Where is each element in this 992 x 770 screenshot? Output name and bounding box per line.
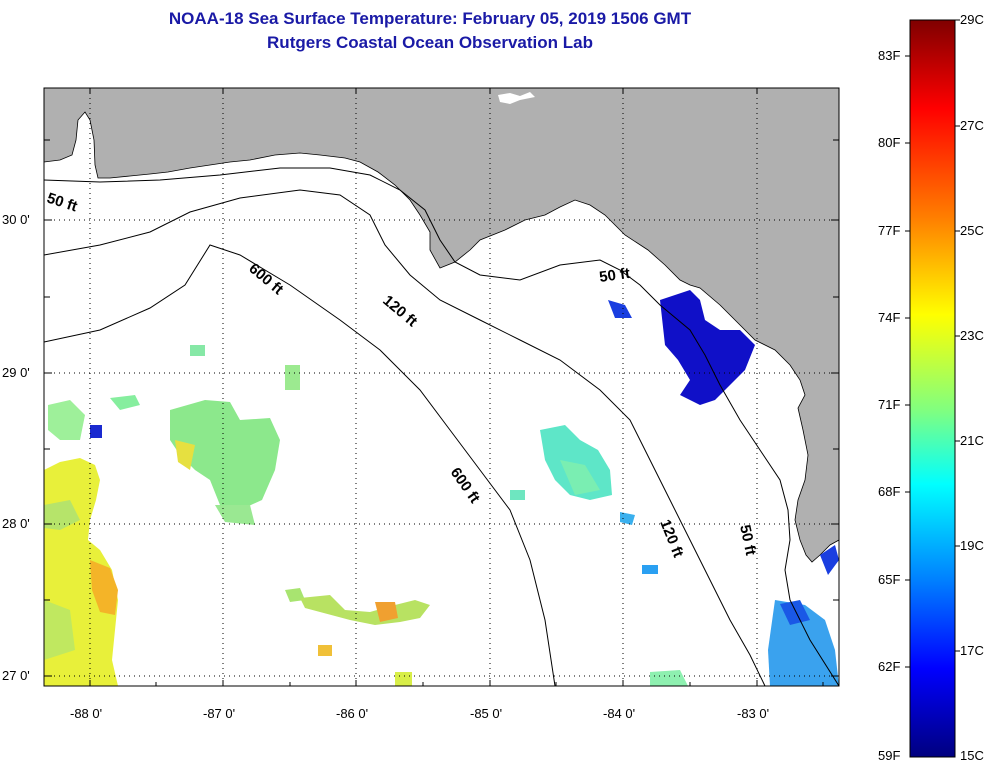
cb-f-59: 59F [878, 748, 900, 763]
depth-contours [44, 167, 839, 686]
lat-label-30: 30 0' [2, 212, 30, 227]
sst-patches [44, 290, 839, 686]
land-mass [44, 88, 839, 563]
map-frame [43, 87, 840, 687]
cb-f-83: 83F [878, 48, 900, 63]
cb-c-19: 19C [960, 538, 984, 553]
map-title: NOAA-18 Sea Surface Temperature: Februar… [168, 9, 692, 28]
contour-label-50ft-east: 50 ft [598, 265, 631, 286]
lon-label-83: -83 0' [737, 706, 769, 721]
cb-f-74: 74F [878, 310, 900, 325]
lat-label-28: 28 0' [2, 516, 30, 531]
contour-label-50ft-south: 50 ft [736, 523, 759, 557]
lon-label-88: -88 0' [70, 706, 102, 721]
lat-label-27: 27 0' [2, 668, 30, 683]
cb-c-25: 25C [960, 223, 984, 238]
cb-f-62: 62F [878, 659, 900, 674]
lon-label-84: -84 0' [603, 706, 635, 721]
cb-f-80: 80F [878, 135, 900, 150]
cb-c-21: 21C [960, 433, 984, 448]
cb-c-23: 23C [960, 328, 984, 343]
lon-label-86: -86 0' [336, 706, 368, 721]
lon-label-87: -87 0' [203, 706, 235, 721]
tick-marks [44, 88, 839, 686]
cb-c-27: 27C [960, 118, 984, 133]
colorbar [909, 19, 956, 758]
cb-f-77: 77F [878, 223, 900, 238]
cb-f-71: 71F [878, 397, 900, 412]
cb-c-17: 17C [960, 643, 984, 658]
lon-label-85: -85 0' [470, 706, 502, 721]
map-subtitle: Rutgers Coastal Ocean Observation Lab [267, 33, 593, 52]
lat-label-29: 29 0' [2, 365, 30, 380]
cb-f-68: 68F [878, 484, 900, 499]
cb-c-15: 15C [960, 748, 984, 763]
lake [498, 92, 535, 104]
cb-f-65: 65F [878, 572, 900, 587]
cb-c-29: 29C [960, 12, 984, 27]
colorbar-ticks [905, 19, 960, 668]
